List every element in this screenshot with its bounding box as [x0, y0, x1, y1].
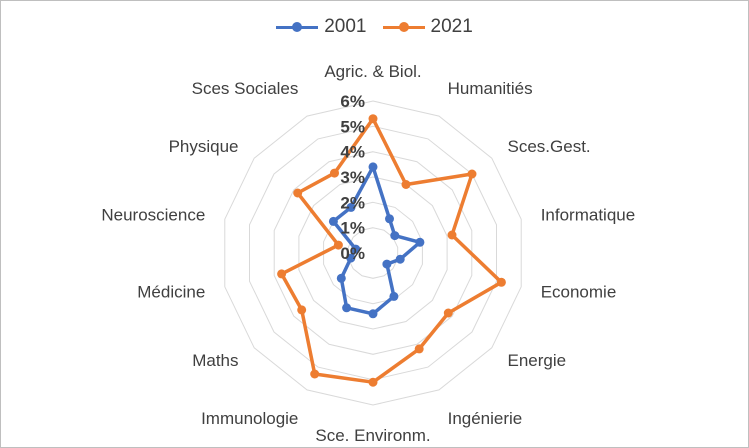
legend-swatch-2001 — [276, 22, 319, 32]
legend: 2001 2021 — [0, 16, 749, 38]
point-2001-8 — [342, 303, 352, 313]
point-2021-3 — [447, 230, 457, 240]
point-2001-3 — [415, 237, 425, 247]
tick-label-3: 3% — [340, 168, 365, 187]
category-label-9: Maths — [192, 351, 238, 370]
point-2001-5 — [382, 259, 392, 269]
category-label-11: Neuroscience — [101, 206, 205, 225]
point-2001-6 — [389, 291, 399, 301]
tick-label-5: 5% — [340, 117, 365, 136]
category-label-7: Sce. Environm. — [315, 426, 430, 445]
legend-item-2001: 2001 — [276, 16, 367, 38]
tick-label-0: 0% — [340, 244, 365, 263]
point-2021-7 — [368, 377, 378, 387]
point-2021-9 — [297, 305, 307, 315]
point-2001-4 — [395, 254, 405, 264]
series-line-2021 — [279, 116, 504, 384]
point-2021-8 — [310, 369, 320, 379]
point-2021-12 — [293, 188, 303, 198]
point-2001-9 — [336, 273, 346, 283]
category-label-5: Energie — [508, 351, 567, 370]
category-label-1: Humanitiés — [448, 79, 533, 98]
legend-label-2021: 2021 — [430, 16, 473, 37]
point-2021-1 — [401, 180, 411, 189]
category-label-10: Médicine — [137, 282, 205, 301]
point-2001-13 — [346, 202, 356, 212]
grid-ring-3 — [298, 176, 448, 330]
tick-label-2: 2% — [340, 193, 365, 212]
point-2001-12 — [328, 216, 338, 226]
grid-ring-6 — [224, 100, 522, 406]
tick-label-4: 4% — [340, 143, 365, 162]
radar-series — [277, 114, 506, 387]
point-2021-13 — [330, 168, 339, 178]
series-line-2001 — [331, 165, 422, 316]
point-2001-2 — [390, 231, 400, 241]
point-2021-10 — [277, 269, 287, 279]
point-2021-11 — [333, 240, 343, 250]
point-2001-10 — [346, 253, 356, 263]
tick-label-1: 1% — [340, 219, 365, 238]
grid-ring-2 — [323, 201, 423, 305]
category-label-4: Economie — [541, 282, 617, 301]
point-2021-2 — [467, 169, 477, 179]
category-label-6: Ingénierie — [448, 409, 523, 428]
category-label-2: Sces.Gest. — [508, 137, 591, 156]
point-2001-1 — [385, 214, 394, 224]
category-label-13: Sces Sociales — [192, 79, 299, 98]
point-2021-4 — [496, 277, 506, 287]
point-2001-7 — [368, 309, 378, 319]
legend-label-2001: 2001 — [324, 16, 367, 37]
point-2021-0 — [368, 114, 378, 124]
grid-ring-1 — [347, 227, 399, 279]
category-label-0: Agric. & Biol. — [324, 62, 421, 81]
point-2021-5 — [443, 308, 453, 318]
point-2001-11 — [351, 244, 361, 254]
radar-grid — [224, 100, 522, 406]
tick-label-6: 6% — [340, 92, 365, 111]
category-label-3: Informatique — [541, 206, 636, 225]
point-2021-6 — [414, 344, 424, 354]
category-label-8: Immunologie — [201, 409, 298, 428]
radar-labels: 0% 1% 2% 3% 4% 5% 6% Agric. & Biol. Humanitiés Sc… — [101, 62, 635, 445]
point-2001-0 — [368, 162, 378, 172]
legend-item-2021: 2021 — [382, 16, 473, 38]
legend-swatch-2021 — [382, 22, 425, 32]
category-label-12: Physique — [169, 137, 239, 156]
grid-ring-4 — [273, 151, 473, 355]
